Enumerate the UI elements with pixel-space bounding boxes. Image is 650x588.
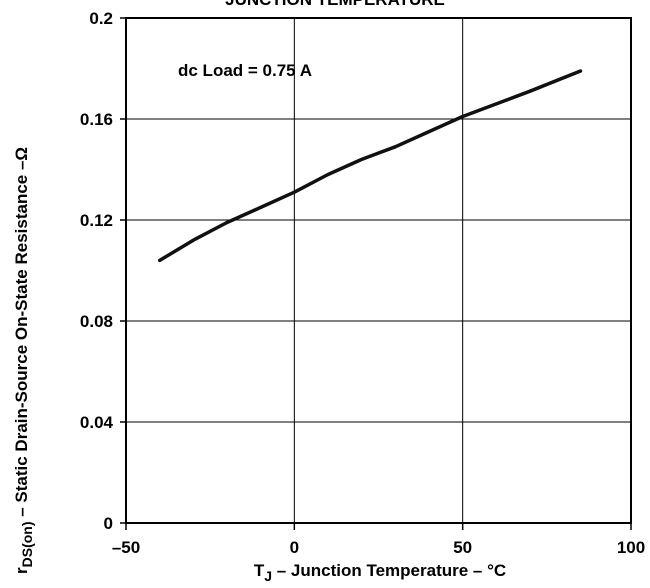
y-tick-label: 0.16 [80, 110, 113, 129]
y-tick-label: 0.12 [80, 211, 113, 230]
y-tick-label: 0.04 [80, 413, 114, 432]
y-tick-label: 0 [104, 514, 113, 533]
x-tick-label: 0 [290, 538, 299, 557]
x-tick-labels: –50 0 50 100 [112, 538, 645, 557]
x-axis-label-suffix: – Junction Temperature – °C [272, 561, 506, 580]
x-tick-label: 50 [453, 538, 472, 557]
x-axis-label: TJ – Junction Temperature – °C [254, 561, 506, 583]
x-axis-label-prefix: T [254, 561, 265, 580]
y-axis-label-prefix: r [12, 567, 31, 574]
y-axis-label: rDS(on) – Static Drain-Source On-State R… [12, 147, 35, 574]
y-axis-label-subscript: DS(on) [19, 521, 35, 567]
y-tick-label: 0.2 [89, 9, 113, 28]
chart-title: JUNCTION TEMPERATURE [225, 0, 445, 9]
plot-frame [125, 17, 632, 524]
y-tick-labels: 0 0.04 0.08 0.12 0.16 0.2 [80, 9, 114, 533]
x-tick-label: 100 [617, 538, 645, 557]
x-tick-label: –50 [112, 538, 140, 557]
chart-annotation: dc Load = 0.75 A [178, 61, 312, 80]
x-axis-label-subscript: J [264, 568, 272, 583]
series-line [157, 69, 583, 263]
series-layer [157, 69, 583, 263]
y-axis-label-suffix: – Static Drain-Source On-State Resistanc… [12, 147, 31, 522]
grid-lines [126, 18, 631, 523]
y-tick-label: 0.08 [80, 312, 113, 331]
tick-marks [120, 17, 632, 530]
